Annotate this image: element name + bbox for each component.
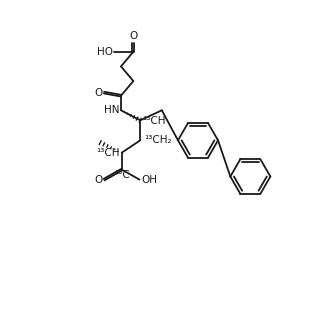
Text: ¹³C: ¹³C [114, 170, 130, 180]
Text: ¹³CH: ¹³CH [96, 148, 120, 158]
Text: HO: HO [97, 47, 113, 57]
Text: O: O [129, 31, 138, 41]
Text: O: O [94, 175, 103, 185]
Text: ¹³CH: ¹³CH [143, 116, 166, 126]
Text: ¹³CH₂: ¹³CH₂ [144, 135, 172, 145]
Text: HN: HN [104, 105, 120, 115]
Text: OH: OH [141, 175, 157, 185]
Text: O: O [94, 88, 103, 98]
